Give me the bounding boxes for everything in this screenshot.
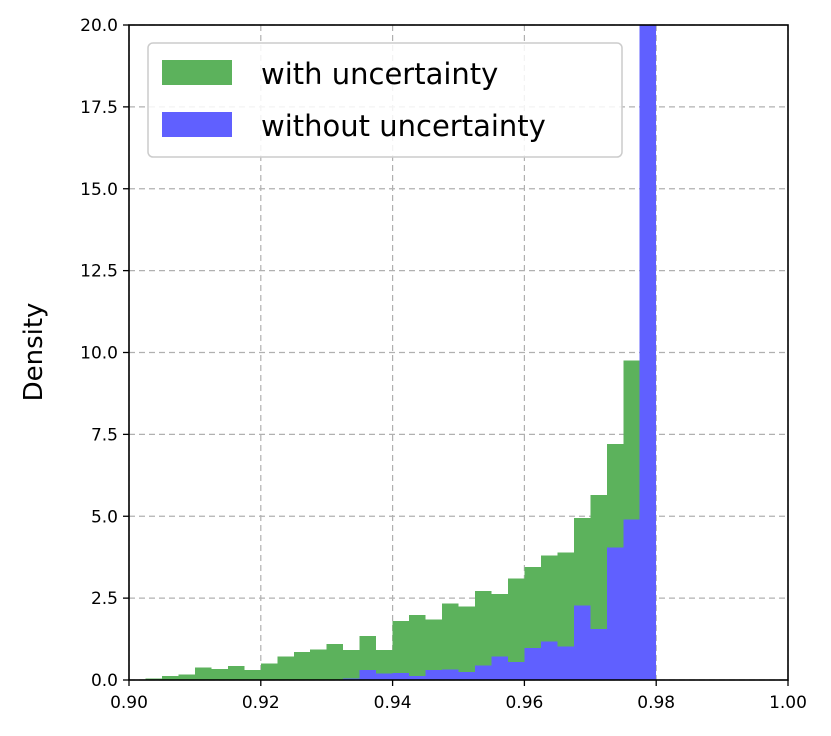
- bar: [376, 649, 393, 680]
- y-axis-label: Density: [19, 303, 49, 402]
- bar: [458, 671, 475, 680]
- bar: [326, 643, 344, 680]
- bar: [425, 619, 443, 680]
- bar: [161, 676, 179, 680]
- bar: [507, 578, 525, 680]
- bar: [343, 649, 360, 680]
- x-tick-label: 1.00: [769, 693, 807, 713]
- bar: [211, 669, 228, 680]
- bar: [359, 635, 377, 680]
- bar: [392, 621, 410, 680]
- bar: [606, 547, 624, 680]
- bar: [590, 629, 607, 680]
- y-tick-label: 15.0: [80, 180, 118, 200]
- bar: [540, 641, 558, 680]
- bar: [310, 649, 327, 680]
- bar: [227, 665, 245, 680]
- x-tick-label: 0.92: [242, 693, 280, 713]
- y-tick-label: 20.0: [80, 16, 118, 36]
- bar: [474, 665, 492, 680]
- bar: [244, 670, 261, 680]
- bar: [474, 590, 492, 680]
- bar: [359, 670, 377, 680]
- x-tick-label: 0.96: [505, 693, 543, 713]
- bar: [557, 646, 574, 680]
- bar: [573, 605, 591, 680]
- y-tick-label: 17.5: [80, 98, 118, 118]
- y-tick-label: 7.5: [91, 425, 118, 445]
- x-tick-label: 0.98: [637, 693, 675, 713]
- bar: [442, 669, 459, 680]
- bar: [293, 652, 311, 680]
- bar: [343, 678, 360, 680]
- y-tick-label: 2.5: [91, 589, 118, 609]
- bar: [194, 667, 212, 680]
- bar: [409, 676, 426, 680]
- bar: [425, 670, 443, 680]
- bar: [145, 678, 162, 680]
- bar: [392, 672, 410, 680]
- axis-ticks: 0.90 0.92 0.94 0.96 0.98 1.00 0.0 2.5 5.0 7.5 10.0…: [80, 16, 807, 713]
- bar: [623, 519, 640, 680]
- bar: [277, 656, 294, 680]
- legend-swatch-without-uncertainty: [162, 112, 232, 137]
- y-tick-label: 12.5: [80, 262, 118, 282]
- legend: with uncertainty without uncertainty: [147, 42, 623, 158]
- bar: [639, 25, 657, 680]
- legend-label-with-uncertainty: with uncertainty: [261, 57, 498, 91]
- bar: [178, 674, 195, 680]
- bar: [458, 606, 475, 680]
- y-tick-label: 5.0: [91, 507, 118, 527]
- bar: [524, 647, 541, 680]
- x-tick-label: 0.90: [110, 693, 148, 713]
- bar: [260, 663, 278, 680]
- y-tick-label: 10.0: [80, 344, 118, 364]
- y-tick-label: 0.0: [91, 671, 118, 691]
- legend-frame: [147, 42, 623, 158]
- bar: [409, 615, 426, 680]
- legend-swatch-with-uncertainty: [162, 60, 232, 85]
- series-without-uncertainty: [343, 25, 657, 680]
- bar: [507, 661, 525, 680]
- bar: [491, 656, 508, 680]
- legend-label-without-uncertainty: without uncertainty: [261, 109, 546, 143]
- bar: [442, 603, 459, 680]
- x-tick-label: 0.94: [374, 693, 412, 713]
- bar: [376, 673, 393, 680]
